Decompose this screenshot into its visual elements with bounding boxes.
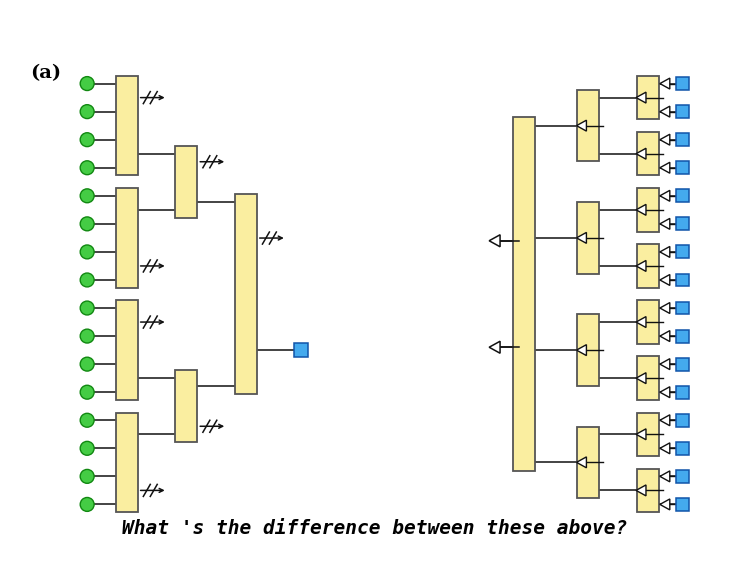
Circle shape	[80, 245, 94, 259]
Circle shape	[80, 76, 94, 91]
Bar	[676, 498, 689, 511]
Polygon shape	[660, 330, 670, 342]
Bar	[116, 413, 138, 512]
Bar	[578, 202, 599, 273]
Bar	[676, 77, 689, 90]
Bar	[676, 273, 689, 286]
Circle shape	[80, 217, 94, 231]
Text: What 's the difference between these above?: What 's the difference between these abo…	[122, 519, 628, 538]
Circle shape	[80, 161, 94, 175]
Polygon shape	[636, 429, 646, 440]
Polygon shape	[660, 499, 670, 510]
Polygon shape	[577, 457, 586, 468]
Bar	[637, 76, 659, 119]
Bar	[578, 426, 599, 498]
Bar	[637, 356, 659, 400]
Polygon shape	[660, 218, 670, 229]
Circle shape	[80, 357, 94, 371]
Bar	[676, 161, 689, 174]
Polygon shape	[636, 260, 646, 272]
Circle shape	[80, 497, 94, 512]
Circle shape	[80, 189, 94, 203]
Bar	[637, 413, 659, 456]
Circle shape	[80, 469, 94, 483]
Polygon shape	[660, 106, 670, 117]
Polygon shape	[660, 246, 670, 258]
Bar	[676, 330, 689, 343]
Circle shape	[80, 442, 94, 455]
Bar	[676, 133, 689, 146]
Bar	[676, 302, 689, 315]
Bar	[293, 343, 308, 357]
Polygon shape	[636, 316, 646, 328]
Bar	[676, 442, 689, 455]
Bar	[637, 469, 659, 512]
Bar	[637, 188, 659, 232]
Circle shape	[80, 273, 94, 287]
Polygon shape	[660, 443, 670, 454]
Polygon shape	[660, 162, 670, 173]
Bar	[676, 358, 689, 370]
Bar	[676, 189, 689, 202]
Bar	[513, 116, 535, 472]
Polygon shape	[660, 78, 670, 89]
Circle shape	[80, 133, 94, 146]
Bar	[578, 315, 599, 386]
Polygon shape	[489, 341, 500, 353]
Bar	[676, 470, 689, 483]
Bar	[235, 194, 257, 394]
Polygon shape	[660, 387, 670, 397]
Polygon shape	[577, 232, 586, 243]
Bar	[637, 244, 659, 288]
Polygon shape	[636, 205, 646, 215]
Bar	[116, 188, 138, 288]
Bar	[676, 105, 689, 118]
Polygon shape	[660, 415, 670, 426]
Polygon shape	[660, 275, 670, 285]
Text: (a): (a)	[31, 64, 62, 82]
Polygon shape	[660, 303, 670, 313]
Bar	[676, 245, 689, 258]
Circle shape	[80, 105, 94, 119]
Bar	[116, 76, 138, 175]
Bar	[176, 370, 197, 442]
Bar	[637, 300, 659, 344]
Circle shape	[80, 329, 94, 343]
Polygon shape	[660, 471, 670, 482]
Polygon shape	[636, 92, 646, 103]
Polygon shape	[636, 148, 646, 159]
Circle shape	[80, 413, 94, 427]
Circle shape	[80, 301, 94, 315]
Bar	[676, 218, 689, 230]
Polygon shape	[660, 359, 670, 370]
Polygon shape	[660, 191, 670, 201]
Bar	[176, 146, 197, 218]
Polygon shape	[660, 134, 670, 145]
Polygon shape	[577, 345, 586, 356]
Polygon shape	[636, 373, 646, 383]
Bar	[116, 300, 138, 400]
Polygon shape	[636, 485, 646, 496]
Circle shape	[80, 385, 94, 399]
Polygon shape	[489, 235, 500, 247]
Bar	[676, 386, 689, 399]
Bar	[578, 90, 599, 162]
Polygon shape	[577, 120, 586, 131]
Bar	[676, 414, 689, 427]
Bar	[637, 132, 659, 175]
